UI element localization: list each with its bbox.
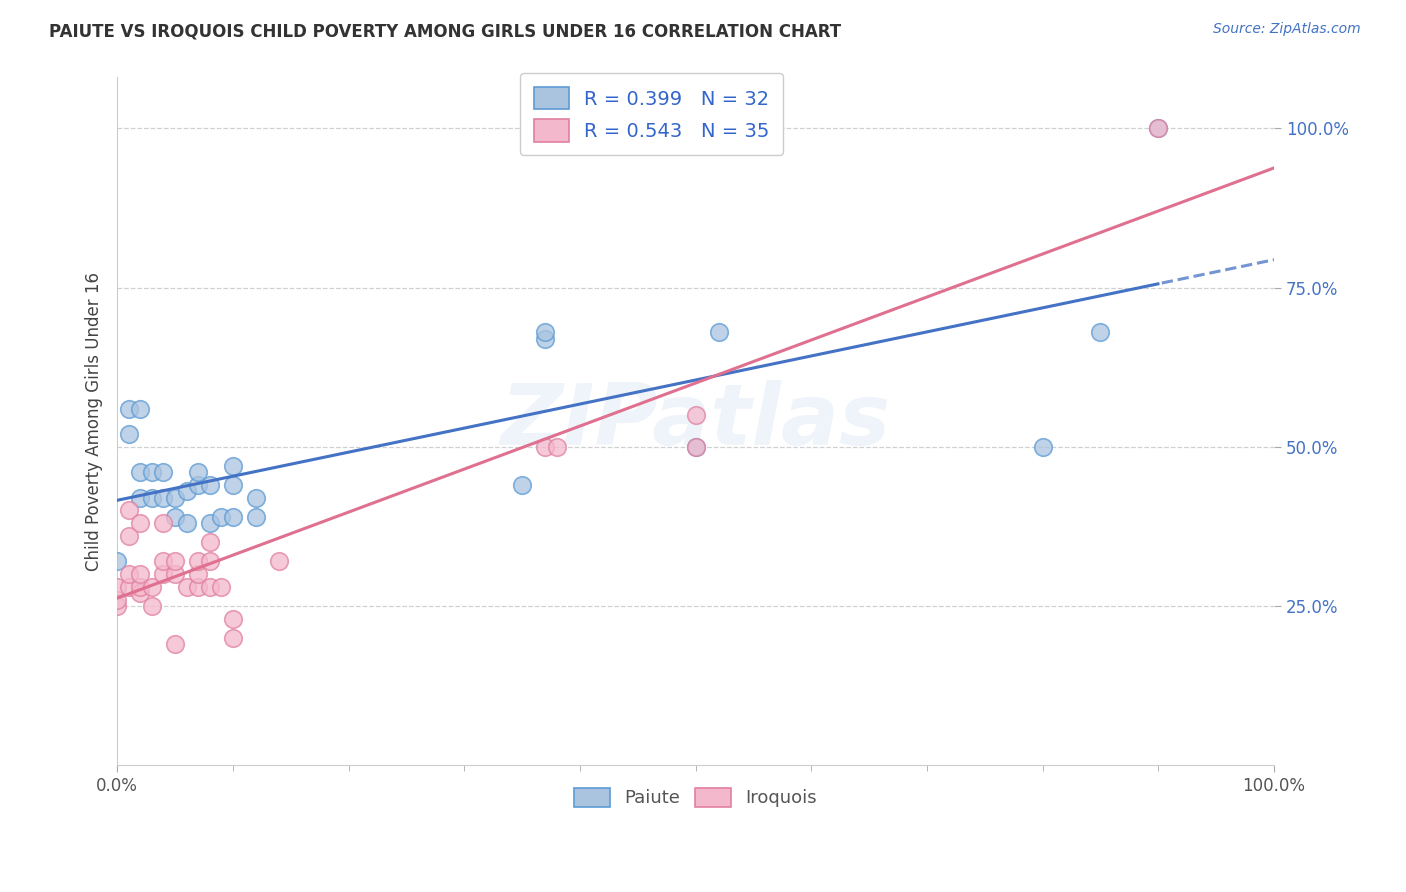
Point <box>187 580 209 594</box>
Point <box>118 401 141 416</box>
Point <box>105 599 128 613</box>
Point <box>163 554 186 568</box>
Point <box>534 440 557 454</box>
Point <box>269 554 291 568</box>
Point <box>510 478 533 492</box>
Point <box>118 427 141 442</box>
Point <box>152 491 174 505</box>
Point <box>1032 440 1054 454</box>
Point <box>1147 121 1170 136</box>
Legend: Paiute, Iroquois: Paiute, Iroquois <box>567 780 824 814</box>
Point <box>176 516 198 531</box>
Point <box>129 586 152 600</box>
Point <box>141 465 163 479</box>
Point <box>685 440 707 454</box>
Point <box>141 580 163 594</box>
Point <box>163 509 186 524</box>
Point <box>198 516 221 531</box>
Point <box>118 503 141 517</box>
Point <box>105 554 128 568</box>
Y-axis label: Child Poverty Among Girls Under 16: Child Poverty Among Girls Under 16 <box>86 272 103 571</box>
Point <box>198 580 221 594</box>
Point <box>163 637 186 651</box>
Point <box>222 458 245 473</box>
Point <box>152 567 174 582</box>
Point <box>152 516 174 531</box>
Point <box>534 332 557 346</box>
Text: ZIPatlas: ZIPatlas <box>501 380 891 463</box>
Point <box>187 567 209 582</box>
Point <box>209 580 232 594</box>
Point <box>105 592 128 607</box>
Point <box>685 408 707 422</box>
Point <box>129 567 152 582</box>
Point <box>118 567 141 582</box>
Point <box>129 465 152 479</box>
Point <box>141 491 163 505</box>
Point <box>198 535 221 549</box>
Point <box>187 465 209 479</box>
Point <box>141 599 163 613</box>
Point <box>1147 121 1170 136</box>
Point <box>118 580 141 594</box>
Point <box>222 478 245 492</box>
Point <box>222 509 245 524</box>
Point <box>129 401 152 416</box>
Point <box>222 631 245 645</box>
Point <box>198 554 221 568</box>
Point <box>209 509 232 524</box>
Point <box>707 325 730 339</box>
Text: Source: ZipAtlas.com: Source: ZipAtlas.com <box>1213 22 1361 37</box>
Point <box>222 612 245 626</box>
Point <box>129 491 152 505</box>
Point <box>198 478 221 492</box>
Point <box>685 440 707 454</box>
Point <box>118 529 141 543</box>
Point <box>163 567 186 582</box>
Point <box>152 554 174 568</box>
Point <box>176 484 198 499</box>
Point <box>129 580 152 594</box>
Text: PAIUTE VS IROQUOIS CHILD POVERTY AMONG GIRLS UNDER 16 CORRELATION CHART: PAIUTE VS IROQUOIS CHILD POVERTY AMONG G… <box>49 22 841 40</box>
Point <box>1090 325 1112 339</box>
Point <box>546 440 568 454</box>
Point <box>129 516 152 531</box>
Point <box>187 478 209 492</box>
Point <box>163 491 186 505</box>
Point <box>187 554 209 568</box>
Point <box>534 325 557 339</box>
Point <box>152 465 174 479</box>
Point <box>245 509 267 524</box>
Point <box>105 580 128 594</box>
Point <box>245 491 267 505</box>
Point <box>176 580 198 594</box>
